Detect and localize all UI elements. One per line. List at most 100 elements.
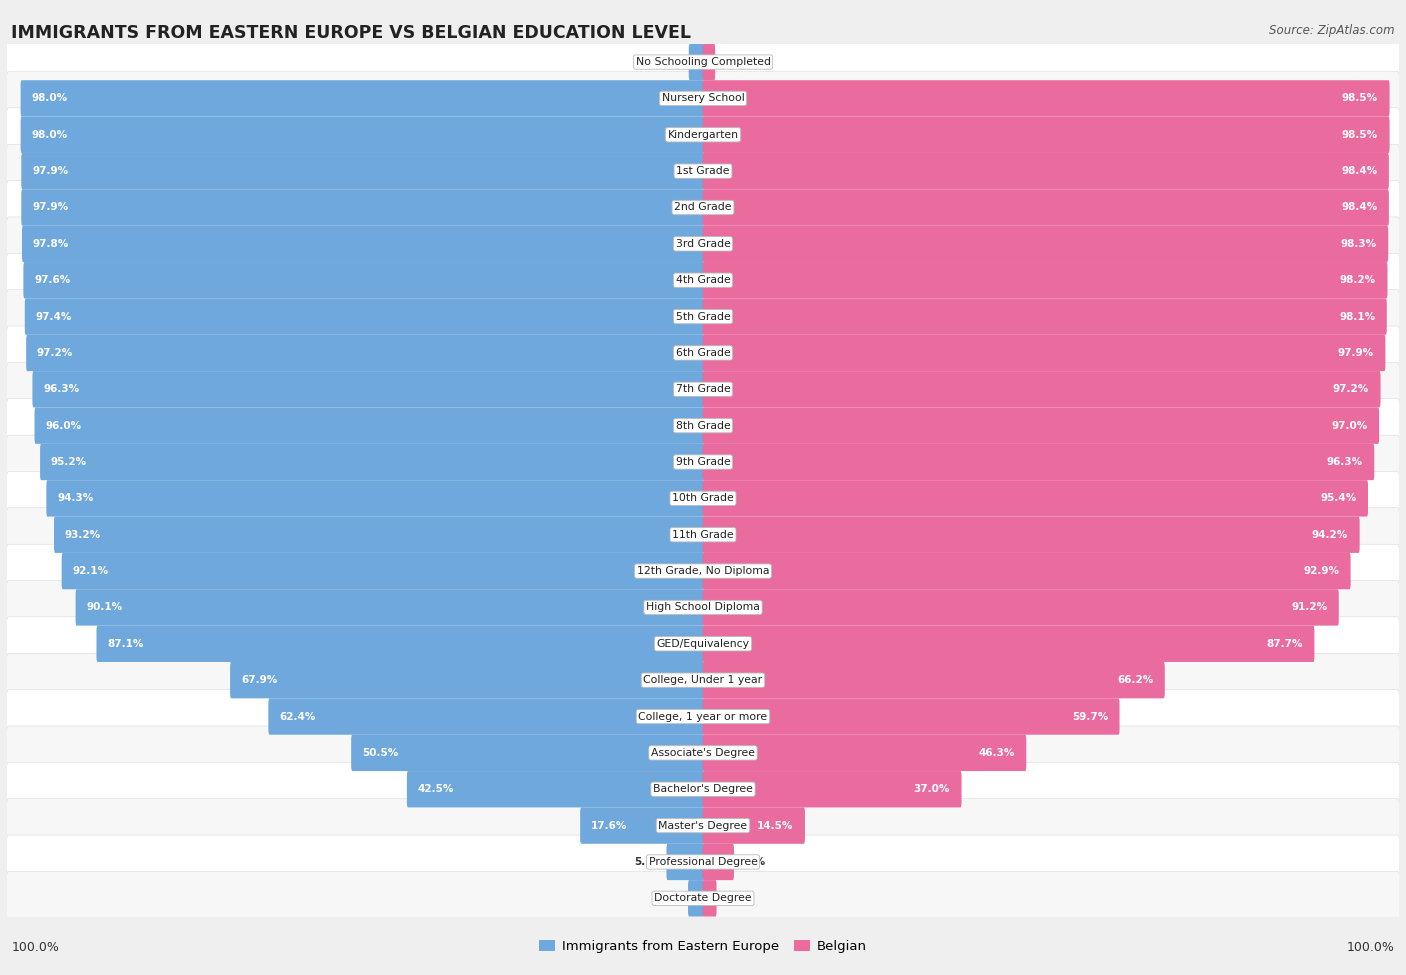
Text: 97.8%: 97.8% bbox=[32, 239, 69, 249]
FancyBboxPatch shape bbox=[62, 553, 704, 589]
FancyBboxPatch shape bbox=[352, 735, 704, 771]
Text: 95.2%: 95.2% bbox=[51, 457, 87, 467]
FancyBboxPatch shape bbox=[7, 835, 1399, 889]
Text: No Schooling Completed: No Schooling Completed bbox=[636, 58, 770, 67]
Text: 17.6%: 17.6% bbox=[591, 821, 627, 831]
Text: 4th Grade: 4th Grade bbox=[676, 275, 730, 286]
Text: 97.9%: 97.9% bbox=[32, 203, 69, 213]
FancyBboxPatch shape bbox=[406, 771, 704, 807]
FancyBboxPatch shape bbox=[76, 589, 704, 626]
FancyBboxPatch shape bbox=[703, 698, 1119, 735]
Text: 98.1%: 98.1% bbox=[1339, 312, 1375, 322]
Text: 98.2%: 98.2% bbox=[1340, 275, 1376, 286]
Text: 6th Grade: 6th Grade bbox=[676, 348, 730, 358]
FancyBboxPatch shape bbox=[703, 117, 1389, 153]
Text: 12th Grade, No Diploma: 12th Grade, No Diploma bbox=[637, 566, 769, 576]
FancyBboxPatch shape bbox=[269, 698, 704, 735]
FancyBboxPatch shape bbox=[703, 843, 734, 880]
FancyBboxPatch shape bbox=[703, 225, 1388, 262]
FancyBboxPatch shape bbox=[703, 334, 1385, 371]
Text: Doctorate Degree: Doctorate Degree bbox=[654, 893, 752, 903]
FancyBboxPatch shape bbox=[35, 408, 704, 444]
FancyBboxPatch shape bbox=[32, 371, 704, 408]
FancyBboxPatch shape bbox=[689, 44, 704, 80]
Text: 87.1%: 87.1% bbox=[107, 639, 143, 648]
Text: 97.2%: 97.2% bbox=[1333, 384, 1369, 394]
Legend: Immigrants from Eastern Europe, Belgian: Immigrants from Eastern Europe, Belgian bbox=[534, 935, 872, 958]
FancyBboxPatch shape bbox=[703, 44, 716, 80]
Text: 98.0%: 98.0% bbox=[31, 130, 67, 139]
FancyBboxPatch shape bbox=[21, 189, 704, 225]
FancyBboxPatch shape bbox=[7, 108, 1399, 162]
Text: IMMIGRANTS FROM EASTERN EUROPE VS BELGIAN EDUCATION LEVEL: IMMIGRANTS FROM EASTERN EUROPE VS BELGIA… bbox=[11, 24, 692, 42]
FancyBboxPatch shape bbox=[703, 481, 1368, 517]
FancyBboxPatch shape bbox=[7, 254, 1399, 307]
Text: 66.2%: 66.2% bbox=[1116, 675, 1153, 685]
FancyBboxPatch shape bbox=[231, 662, 704, 698]
Text: 100.0%: 100.0% bbox=[11, 941, 59, 954]
Text: 94.3%: 94.3% bbox=[58, 493, 93, 503]
Text: 100.0%: 100.0% bbox=[1347, 941, 1395, 954]
Text: 98.4%: 98.4% bbox=[1341, 203, 1378, 213]
FancyBboxPatch shape bbox=[703, 553, 1351, 589]
Text: 3rd Grade: 3rd Grade bbox=[675, 239, 731, 249]
Text: 37.0%: 37.0% bbox=[914, 784, 950, 795]
Text: 94.2%: 94.2% bbox=[1312, 529, 1348, 540]
Text: 1st Grade: 1st Grade bbox=[676, 166, 730, 176]
FancyBboxPatch shape bbox=[97, 626, 704, 662]
FancyBboxPatch shape bbox=[41, 444, 704, 481]
Text: 96.3%: 96.3% bbox=[1327, 457, 1362, 467]
FancyBboxPatch shape bbox=[7, 472, 1399, 526]
Text: 67.9%: 67.9% bbox=[240, 675, 277, 685]
Text: 98.4%: 98.4% bbox=[1341, 166, 1378, 176]
Text: 92.9%: 92.9% bbox=[1303, 566, 1339, 576]
Text: 9th Grade: 9th Grade bbox=[676, 457, 730, 467]
Text: 97.0%: 97.0% bbox=[1331, 420, 1368, 431]
FancyBboxPatch shape bbox=[703, 589, 1339, 626]
Text: 5.2%: 5.2% bbox=[634, 857, 664, 867]
FancyBboxPatch shape bbox=[7, 762, 1399, 816]
Text: 91.2%: 91.2% bbox=[1291, 603, 1327, 612]
FancyBboxPatch shape bbox=[21, 153, 704, 189]
Text: 62.4%: 62.4% bbox=[280, 712, 315, 722]
FancyBboxPatch shape bbox=[703, 298, 1386, 334]
Text: 97.9%: 97.9% bbox=[32, 166, 69, 176]
FancyBboxPatch shape bbox=[7, 689, 1399, 743]
Text: 97.4%: 97.4% bbox=[35, 312, 72, 322]
Text: 59.7%: 59.7% bbox=[1071, 712, 1108, 722]
FancyBboxPatch shape bbox=[7, 326, 1399, 380]
FancyBboxPatch shape bbox=[7, 580, 1399, 635]
Text: Associate's Degree: Associate's Degree bbox=[651, 748, 755, 758]
Text: 87.7%: 87.7% bbox=[1267, 639, 1303, 648]
FancyBboxPatch shape bbox=[24, 262, 704, 298]
FancyBboxPatch shape bbox=[703, 771, 962, 807]
Text: 1.6%: 1.6% bbox=[717, 58, 747, 67]
Text: 11th Grade: 11th Grade bbox=[672, 529, 734, 540]
FancyBboxPatch shape bbox=[703, 153, 1389, 189]
Text: 2nd Grade: 2nd Grade bbox=[675, 203, 731, 213]
FancyBboxPatch shape bbox=[27, 334, 704, 371]
FancyBboxPatch shape bbox=[7, 71, 1399, 126]
Text: 93.2%: 93.2% bbox=[65, 529, 101, 540]
FancyBboxPatch shape bbox=[703, 735, 1026, 771]
Text: 90.1%: 90.1% bbox=[86, 603, 122, 612]
FancyBboxPatch shape bbox=[703, 517, 1360, 553]
Text: 97.6%: 97.6% bbox=[34, 275, 70, 286]
FancyBboxPatch shape bbox=[7, 508, 1399, 562]
FancyBboxPatch shape bbox=[7, 872, 1399, 925]
Text: 1.8%: 1.8% bbox=[718, 893, 748, 903]
FancyBboxPatch shape bbox=[581, 807, 704, 843]
FancyBboxPatch shape bbox=[7, 217, 1399, 271]
FancyBboxPatch shape bbox=[7, 144, 1399, 198]
FancyBboxPatch shape bbox=[703, 262, 1388, 298]
Text: 2.0%: 2.0% bbox=[657, 58, 686, 67]
FancyBboxPatch shape bbox=[7, 799, 1399, 852]
FancyBboxPatch shape bbox=[25, 298, 704, 334]
Text: 50.5%: 50.5% bbox=[361, 748, 398, 758]
Text: 2.1%: 2.1% bbox=[657, 893, 685, 903]
Text: College, 1 year or more: College, 1 year or more bbox=[638, 712, 768, 722]
FancyBboxPatch shape bbox=[21, 117, 704, 153]
Text: 8th Grade: 8th Grade bbox=[676, 420, 730, 431]
Text: 5th Grade: 5th Grade bbox=[676, 312, 730, 322]
FancyBboxPatch shape bbox=[703, 880, 717, 916]
